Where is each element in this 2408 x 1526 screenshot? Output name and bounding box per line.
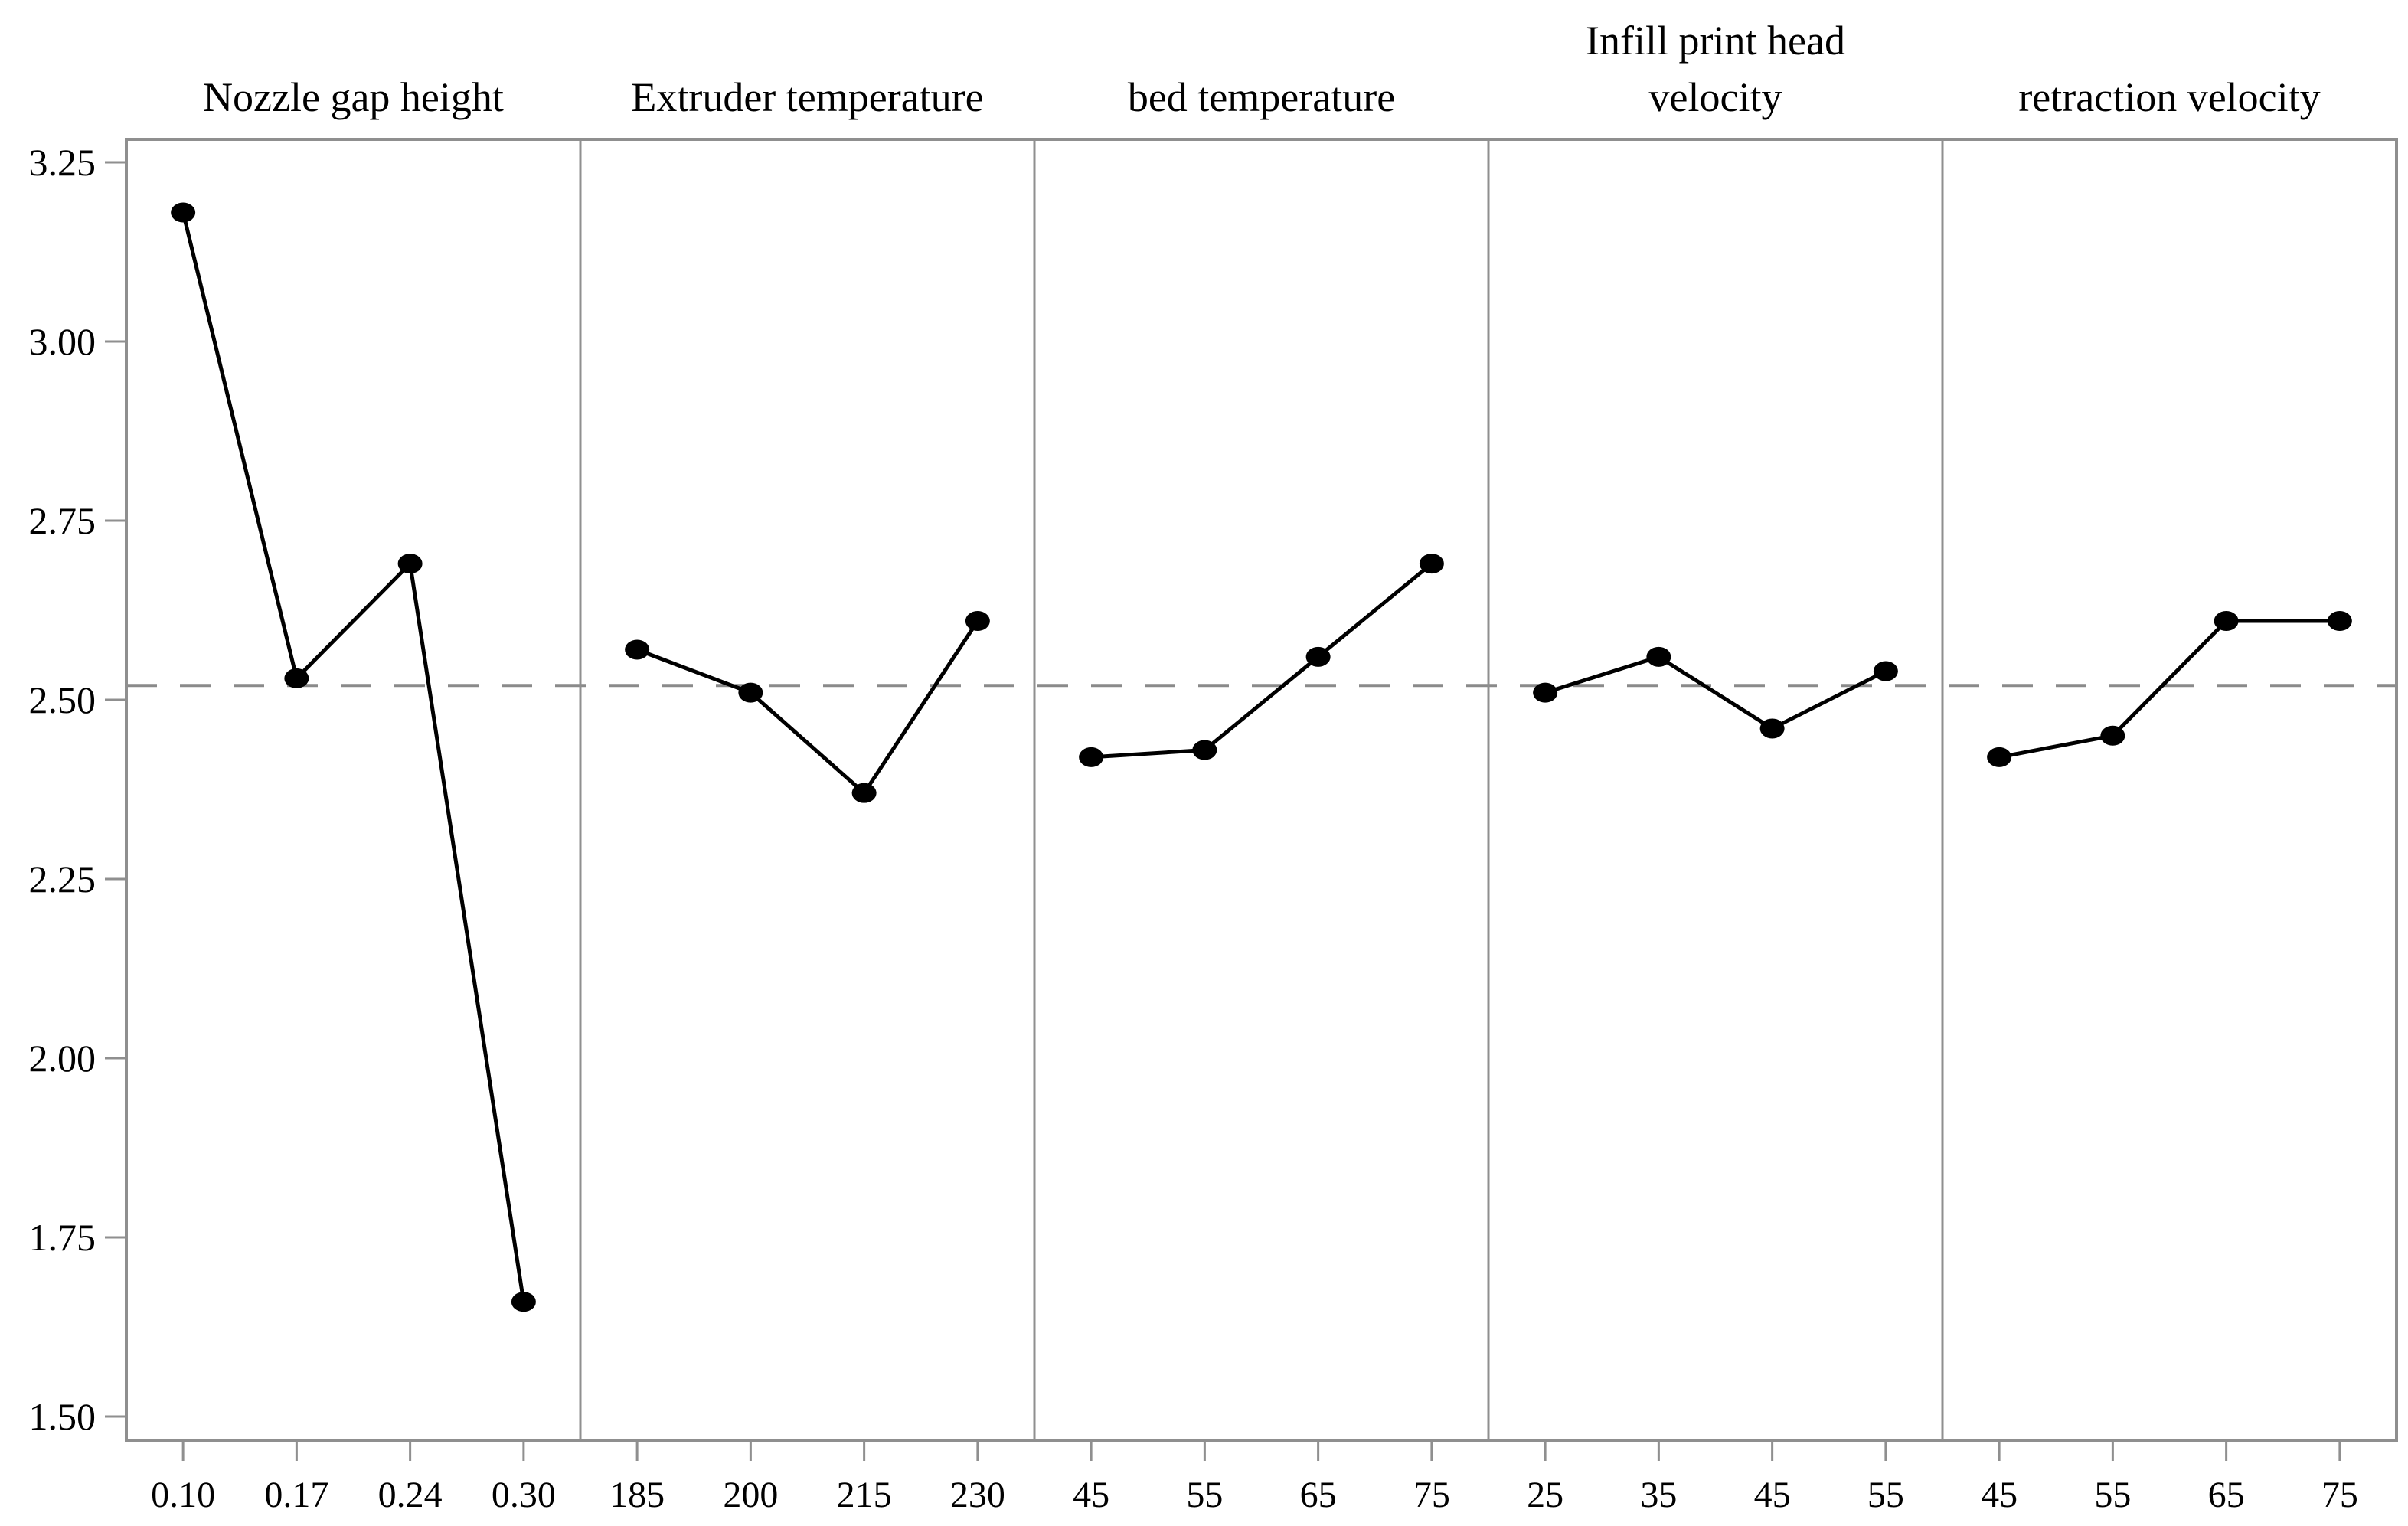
y-tick-label: 2.75 <box>29 499 96 542</box>
plot-frame <box>125 138 2398 1442</box>
series-line <box>1543 655 1888 730</box>
x-tick-label: 0.24 <box>378 1475 443 1515</box>
data-point-marker <box>1419 554 1444 574</box>
x-tick-label: 35 <box>1640 1475 1677 1515</box>
y-tick-label: 2.25 <box>29 858 96 900</box>
data-point-marker <box>2327 611 2352 632</box>
x-tick-label: 75 <box>2321 1475 2358 1515</box>
x-tick-label: 65 <box>1300 1475 1337 1515</box>
data-point-marker <box>1192 740 1217 760</box>
panel-title: velocity <box>1649 74 1782 120</box>
x-tick-label: 0.10 <box>151 1475 215 1515</box>
data-point-marker <box>284 668 309 688</box>
x-tick-label: 75 <box>1413 1475 1450 1515</box>
panel-title: bed temperature <box>1128 74 1395 120</box>
x-tick-label: 185 <box>609 1475 665 1515</box>
x-tick-label: 45 <box>1981 1475 2018 1515</box>
x-tick-label: 65 <box>2208 1475 2245 1515</box>
x-tick-label: 55 <box>2094 1475 2131 1515</box>
data-point-marker <box>738 682 763 703</box>
x-tick-label: 55 <box>1186 1475 1223 1515</box>
y-tick-label: 2.00 <box>29 1037 96 1080</box>
series-line <box>181 211 526 1304</box>
data-point-marker <box>397 554 423 574</box>
x-tick-label: 0.17 <box>264 1475 328 1515</box>
series-line <box>1089 561 1434 760</box>
y-tick-label: 3.00 <box>29 320 96 363</box>
data-point-marker <box>511 1292 536 1312</box>
x-tick-label: 45 <box>1754 1475 1791 1515</box>
y-tick-label: 1.50 <box>29 1395 96 1438</box>
data-point-marker <box>1873 661 1898 681</box>
y-tick-label: 2.50 <box>29 678 96 721</box>
x-tick-label: 25 <box>1527 1475 1563 1515</box>
x-tick-label: 55 <box>1867 1475 1904 1515</box>
data-point-marker <box>1305 646 1331 667</box>
x-tick-label: 45 <box>1073 1475 1109 1515</box>
data-point-marker <box>2100 725 2125 746</box>
series-line <box>1997 619 2342 760</box>
panel-title: Infill print head <box>1586 18 1845 64</box>
data-point-marker <box>1533 682 1558 703</box>
x-tick-label: 200 <box>723 1475 778 1515</box>
x-tick-label: 0.30 <box>492 1475 556 1515</box>
x-tick-label: 215 <box>837 1475 892 1515</box>
series-line <box>635 619 980 796</box>
data-point-marker <box>851 783 877 803</box>
data-point-marker <box>1759 718 1785 739</box>
panel-title: Nozzle gap height <box>203 74 504 120</box>
data-point-marker <box>2214 611 2239 632</box>
data-point-marker <box>1079 747 1104 767</box>
y-tick-label: 3.25 <box>29 141 96 184</box>
data-point-marker <box>965 611 990 632</box>
y-tick-label: 1.75 <box>29 1216 96 1259</box>
data-point-marker <box>1987 747 2012 767</box>
x-tick-label: 230 <box>950 1475 1005 1515</box>
data-point-marker <box>1646 646 1671 667</box>
panel-title: retraction velocity <box>2018 74 2320 120</box>
data-point-marker <box>171 202 196 223</box>
data-point-marker <box>625 639 650 660</box>
panel-title: Extruder temperature <box>631 74 983 120</box>
